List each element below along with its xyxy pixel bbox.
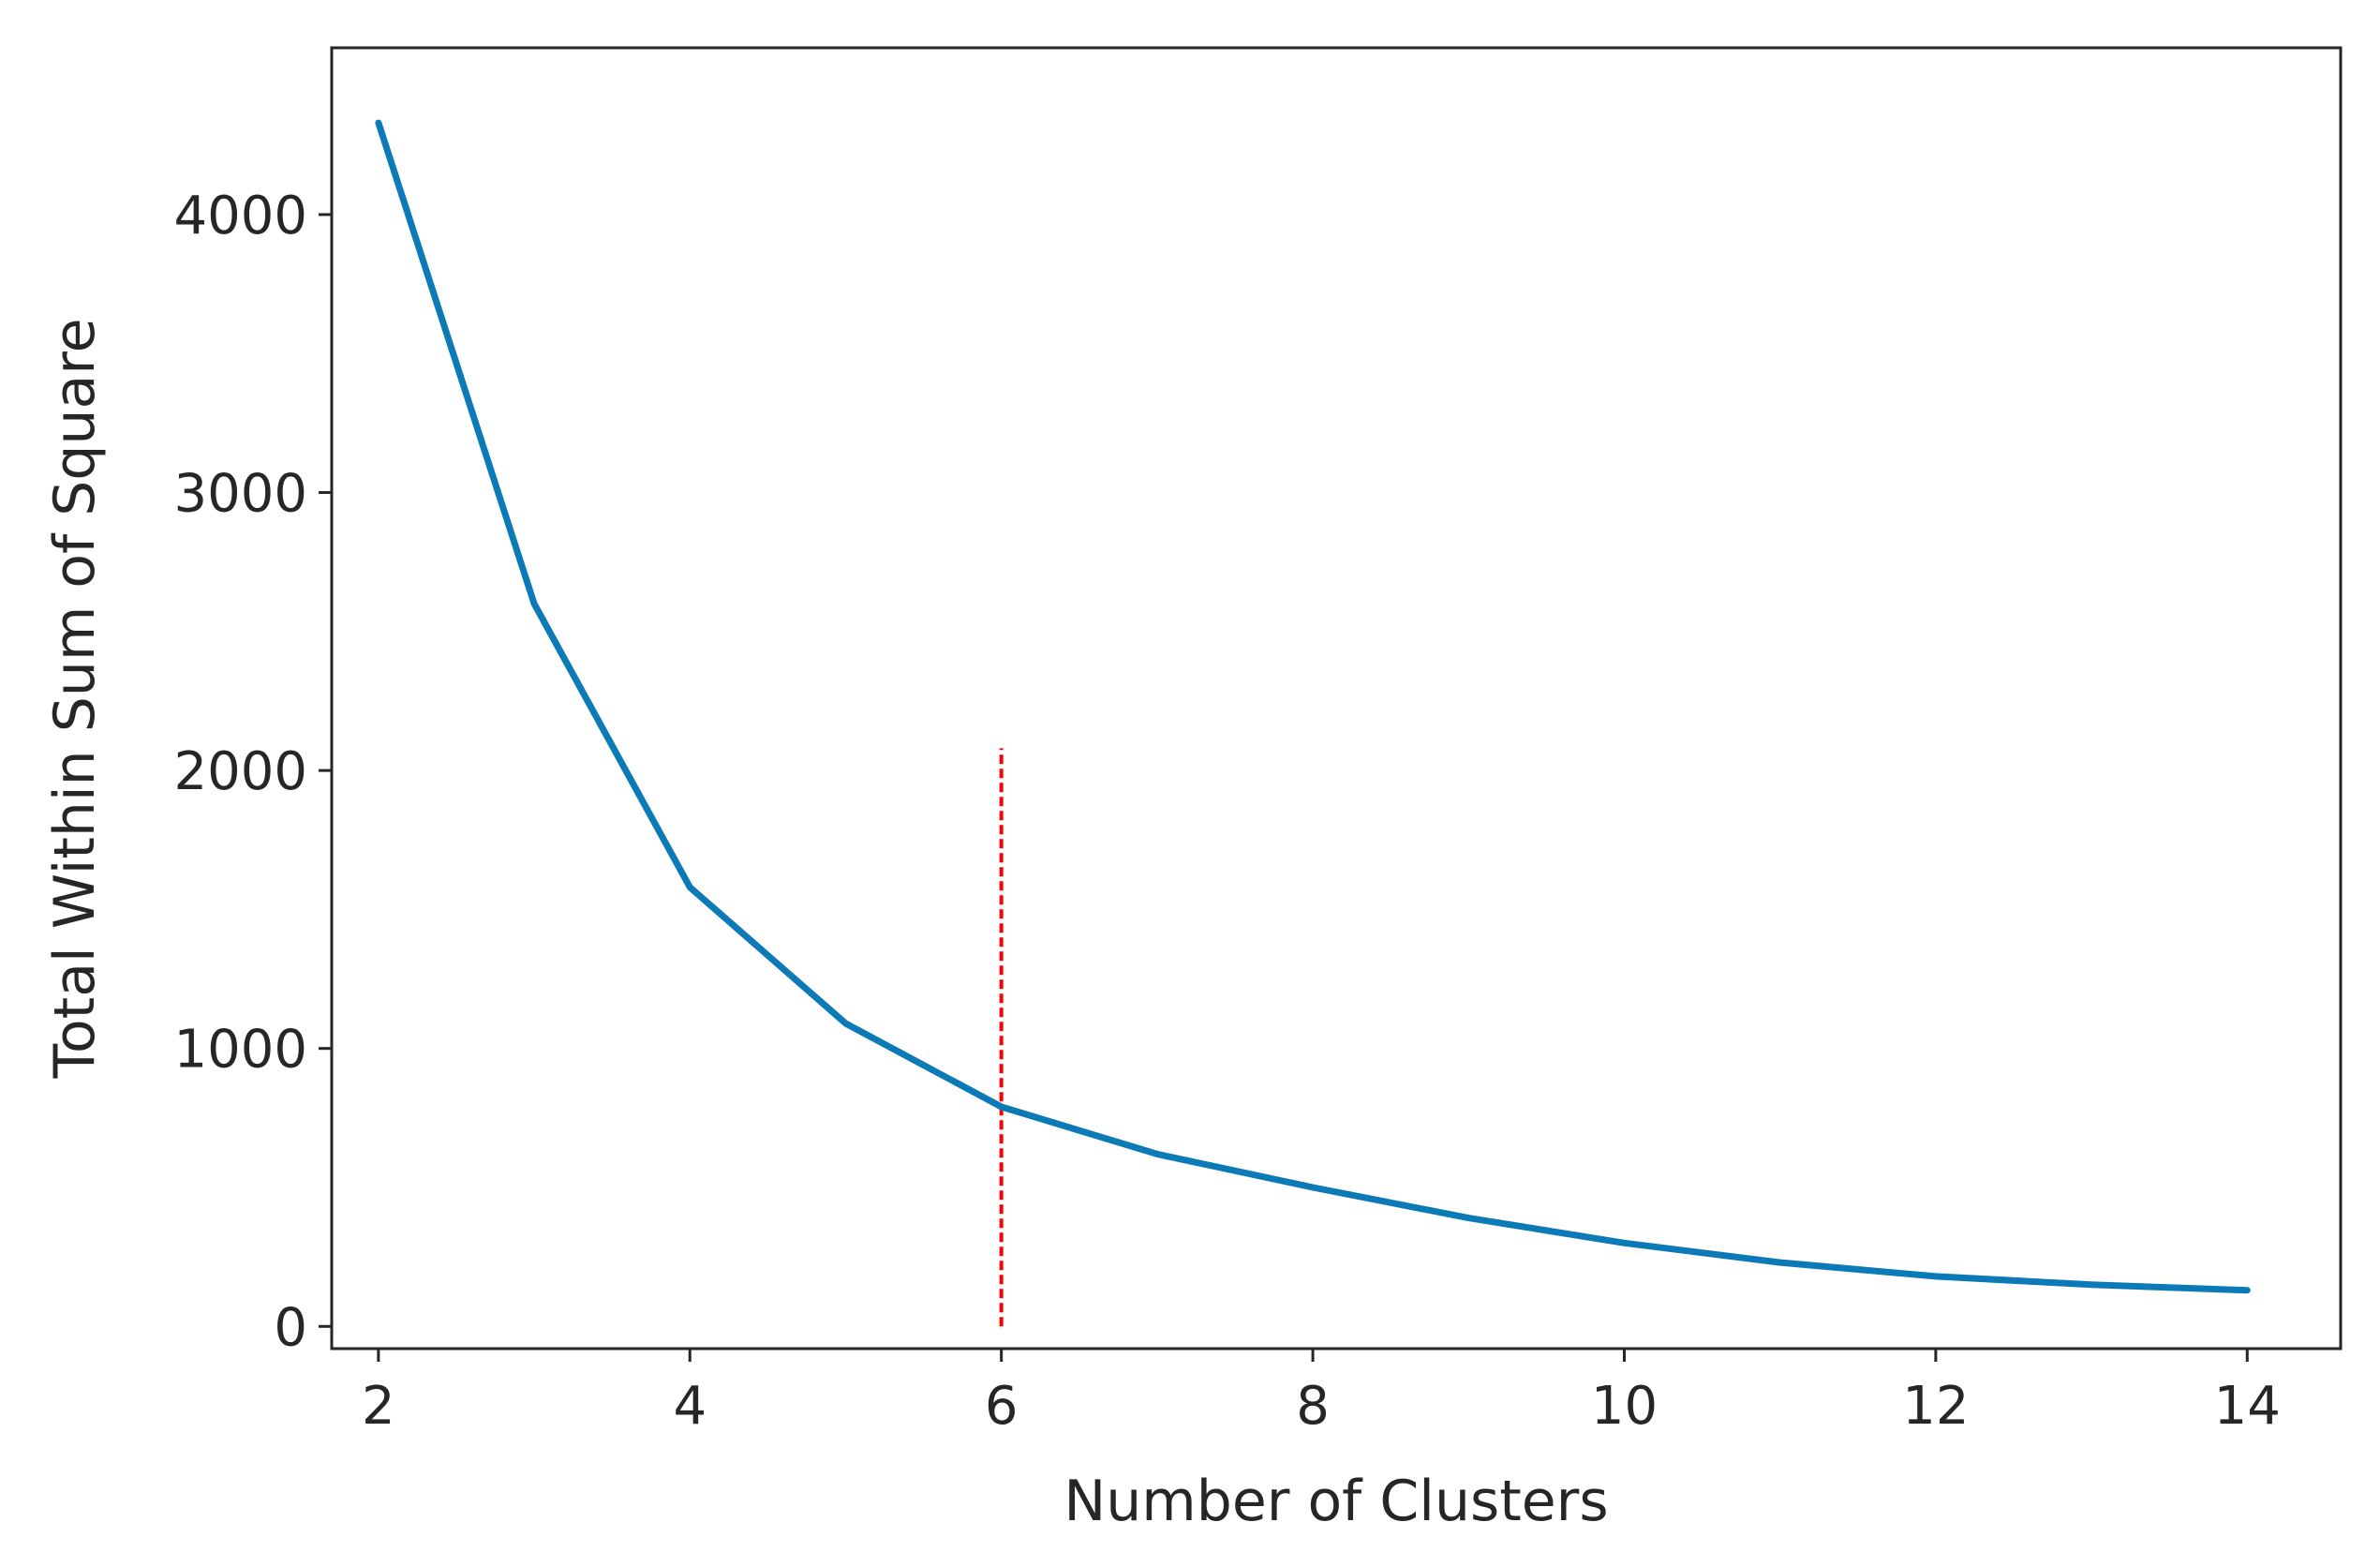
x-axis-ticks: 2 4 6 8 10 12 14 [362, 1349, 2281, 1437]
x-tick-label: 2 [362, 1376, 395, 1437]
y-tick-label: 2000 [173, 741, 307, 802]
x-axis-title: Number of Clusters [1064, 1469, 1608, 1534]
y-tick-label: 3000 [173, 464, 307, 525]
x-tick-label: 10 [1591, 1376, 1658, 1437]
y-axis-ticks: 0 1000 2000 3000 4000 [173, 186, 332, 1358]
y-tick-label: 4000 [173, 186, 307, 246]
plot-area [330, 46, 2343, 1351]
x-tick-label: 4 [673, 1376, 707, 1437]
x-tick-label: 14 [2214, 1376, 2281, 1437]
x-tick-label: 6 [985, 1376, 1019, 1437]
wss-series-line [375, 119, 2251, 1294]
y-tick-label: 0 [274, 1297, 307, 1358]
series-group [375, 119, 2251, 1294]
x-tick-label: 12 [1902, 1376, 1969, 1437]
x-tick-label: 8 [1296, 1376, 1330, 1437]
y-axis-title: Total Within Sum of Square [42, 319, 108, 1080]
y-tick-label: 1000 [173, 1020, 307, 1081]
